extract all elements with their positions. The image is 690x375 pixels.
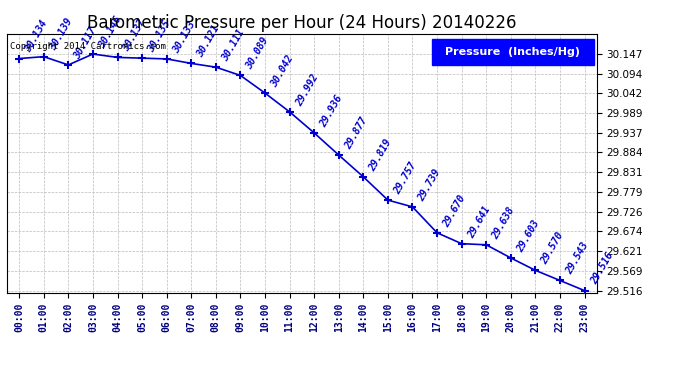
Pressure  (Inches/Hg) [556, 278, 564, 283]
Text: 29.757: 29.757 [392, 160, 418, 196]
Pressure  (Inches/Hg) [335, 153, 343, 157]
Text: 29.603: 29.603 [515, 218, 541, 254]
Pressure  (Inches/Hg) [89, 52, 97, 56]
Pressure  (Inches/Hg) [580, 288, 589, 293]
Text: 30.042: 30.042 [269, 53, 295, 89]
Text: 29.819: 29.819 [368, 137, 394, 172]
Pressure  (Inches/Hg) [433, 231, 441, 235]
Pressure  (Inches/Hg) [187, 61, 195, 66]
Text: 30.121: 30.121 [195, 24, 221, 59]
Text: 29.877: 29.877 [343, 116, 369, 151]
Text: 29.936: 29.936 [318, 93, 344, 129]
Pressure  (Inches/Hg) [212, 65, 220, 69]
Text: 29.570: 29.570 [540, 231, 566, 266]
Pressure  (Inches/Hg) [15, 56, 23, 61]
Pressure  (Inches/Hg) [286, 110, 294, 114]
Text: Copyright 2014 Cartronics.com: Copyright 2014 Cartronics.com [10, 42, 166, 51]
Text: 30.117: 30.117 [72, 25, 99, 61]
Text: 30.133: 30.133 [171, 19, 197, 55]
Text: 30.139: 30.139 [48, 17, 75, 53]
Text: 29.543: 29.543 [564, 241, 591, 276]
Text: 29.638: 29.638 [491, 205, 517, 241]
FancyBboxPatch shape [432, 39, 594, 65]
Text: 29.992: 29.992 [294, 72, 320, 108]
Pressure  (Inches/Hg) [482, 243, 491, 247]
Text: 30.135: 30.135 [146, 18, 172, 54]
Title: Barometric Pressure per Hour (24 Hours) 20140226: Barometric Pressure per Hour (24 Hours) … [87, 14, 517, 32]
Pressure  (Inches/Hg) [384, 198, 392, 202]
Text: 29.641: 29.641 [466, 204, 492, 240]
Pressure  (Inches/Hg) [236, 73, 244, 78]
Text: 29.670: 29.670 [441, 193, 468, 229]
Pressure  (Inches/Hg) [261, 91, 269, 95]
Pressure  (Inches/Hg) [64, 63, 72, 67]
Pressure  (Inches/Hg) [39, 54, 48, 59]
Text: Pressure  (Inches/Hg): Pressure (Inches/Hg) [445, 47, 580, 57]
Text: 29.739: 29.739 [417, 167, 443, 203]
Pressure  (Inches/Hg) [138, 56, 146, 60]
Pressure  (Inches/Hg) [408, 205, 417, 209]
Line: Pressure  (Inches/Hg): Pressure (Inches/Hg) [15, 50, 589, 295]
Pressure  (Inches/Hg) [163, 57, 171, 61]
Pressure  (Inches/Hg) [531, 268, 540, 273]
Text: 29.516: 29.516 [589, 251, 615, 286]
Pressure  (Inches/Hg) [457, 242, 466, 246]
Text: 30.111: 30.111 [220, 27, 246, 63]
Pressure  (Inches/Hg) [113, 55, 121, 60]
Text: 30.134: 30.134 [23, 19, 50, 54]
Pressure  (Inches/Hg) [506, 256, 515, 260]
Pressure  (Inches/Hg) [310, 130, 318, 135]
Text: 30.089: 30.089 [244, 36, 271, 71]
Text: 30.146: 30.146 [97, 14, 124, 50]
Pressure  (Inches/Hg) [359, 175, 368, 179]
Text: 30.137: 30.137 [121, 18, 148, 53]
